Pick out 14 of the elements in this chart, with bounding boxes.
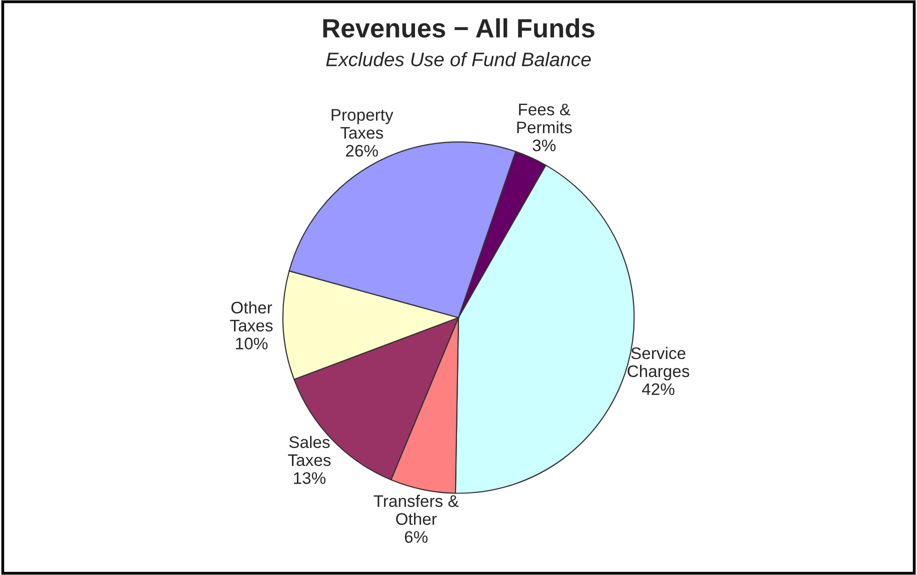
data-label: 6% (404, 531, 428, 543)
slice-label: Fees & Permits (517, 104, 572, 134)
data-label: 3% (532, 139, 556, 152)
slice-label: Property Taxes (332, 109, 394, 139)
chart-title: Revenues − All Funds (323, 18, 594, 38)
data-label: 42% (642, 383, 674, 396)
data-label: 26% (346, 144, 378, 157)
slice-label: Other Taxes (230, 301, 273, 332)
data-label: 13% (294, 472, 326, 484)
data-label: 10% (236, 338, 268, 350)
slice-label: Service Charges (628, 346, 690, 380)
chart-subtitle: Excludes Use of Fund Balance (326, 52, 591, 66)
slice-label: Sales Taxes (288, 436, 331, 466)
slice-label: Transfers & Other (374, 494, 459, 525)
